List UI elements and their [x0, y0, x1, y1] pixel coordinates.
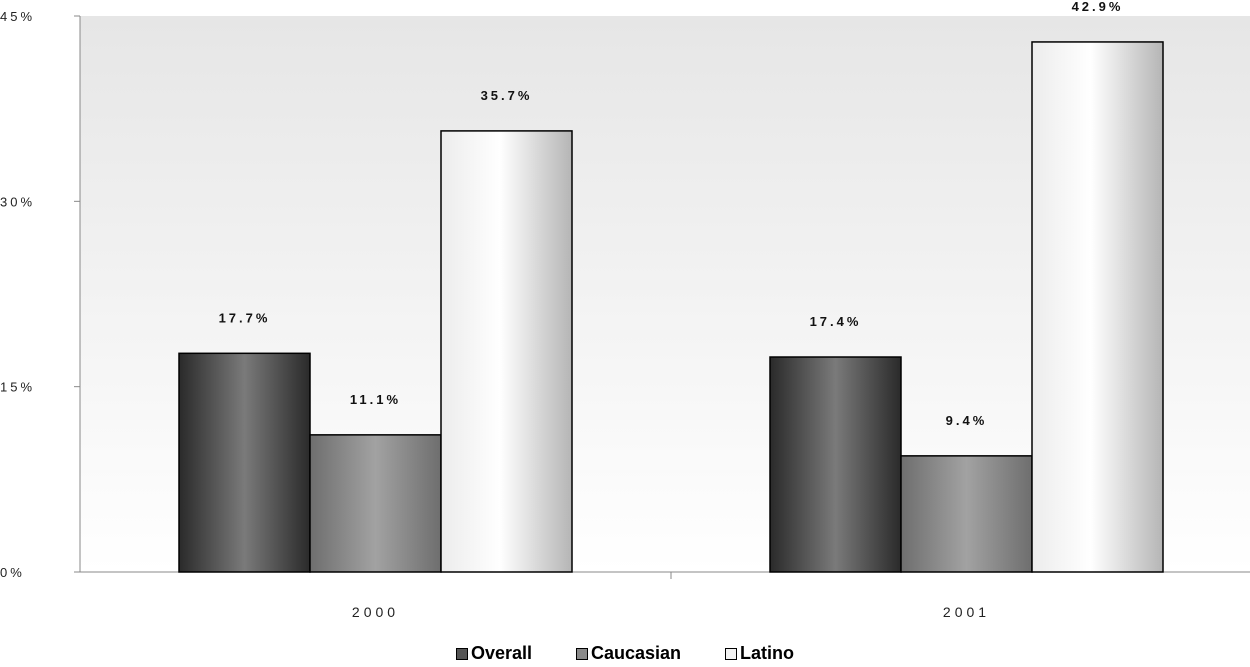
bar-latino-2001 [1031, 41, 1164, 573]
legend-label-latino: Latino [740, 643, 795, 663]
data-label-latino-2000: 35.7% [481, 88, 533, 103]
y-tick-label: 15% [0, 380, 35, 395]
legend-item-overall: Overall [455, 643, 532, 664]
legend-swatch-overall [455, 647, 468, 660]
legend-item-caucasian: Caucasian [576, 643, 681, 664]
bar-caucasian-2001 [900, 455, 1033, 573]
data-label-latino-2001: 42.9% [1072, 0, 1124, 14]
y-tick-label: 0% [0, 565, 25, 580]
legend: Overall Caucasian Latino [0, 643, 1250, 664]
y-tick-label: 30% [0, 194, 35, 209]
data-label-caucasian-2001: 9.4% [946, 413, 988, 428]
legend-swatch-caucasian [576, 647, 588, 660]
bar-latino-2000 [440, 130, 573, 573]
legend-item-latino: Latino [725, 643, 794, 664]
y-tick-label: 45% [0, 9, 35, 24]
data-label-overall-2001: 17.4% [810, 314, 862, 329]
data-label-overall-2000: 17.7% [219, 310, 271, 325]
bar-caucasian-2000 [309, 434, 442, 573]
bar-chart: 0% 15% 30% 45% 2000 17.7% 11.1% 35.7% 2001 17.4% 9… [0, 0, 1250, 620]
data-label-caucasian-2000: 11.1% [350, 392, 401, 407]
legend-label-overall: Overall [470, 643, 532, 663]
bar-overall-2000 [178, 352, 311, 573]
bar-overall-2001 [769, 356, 902, 573]
legend-swatch-latino [725, 647, 738, 660]
x-category-label: 2000 [352, 604, 399, 620]
legend-label-caucasian: Caucasian [591, 643, 682, 663]
x-category-label: 2001 [943, 604, 990, 620]
